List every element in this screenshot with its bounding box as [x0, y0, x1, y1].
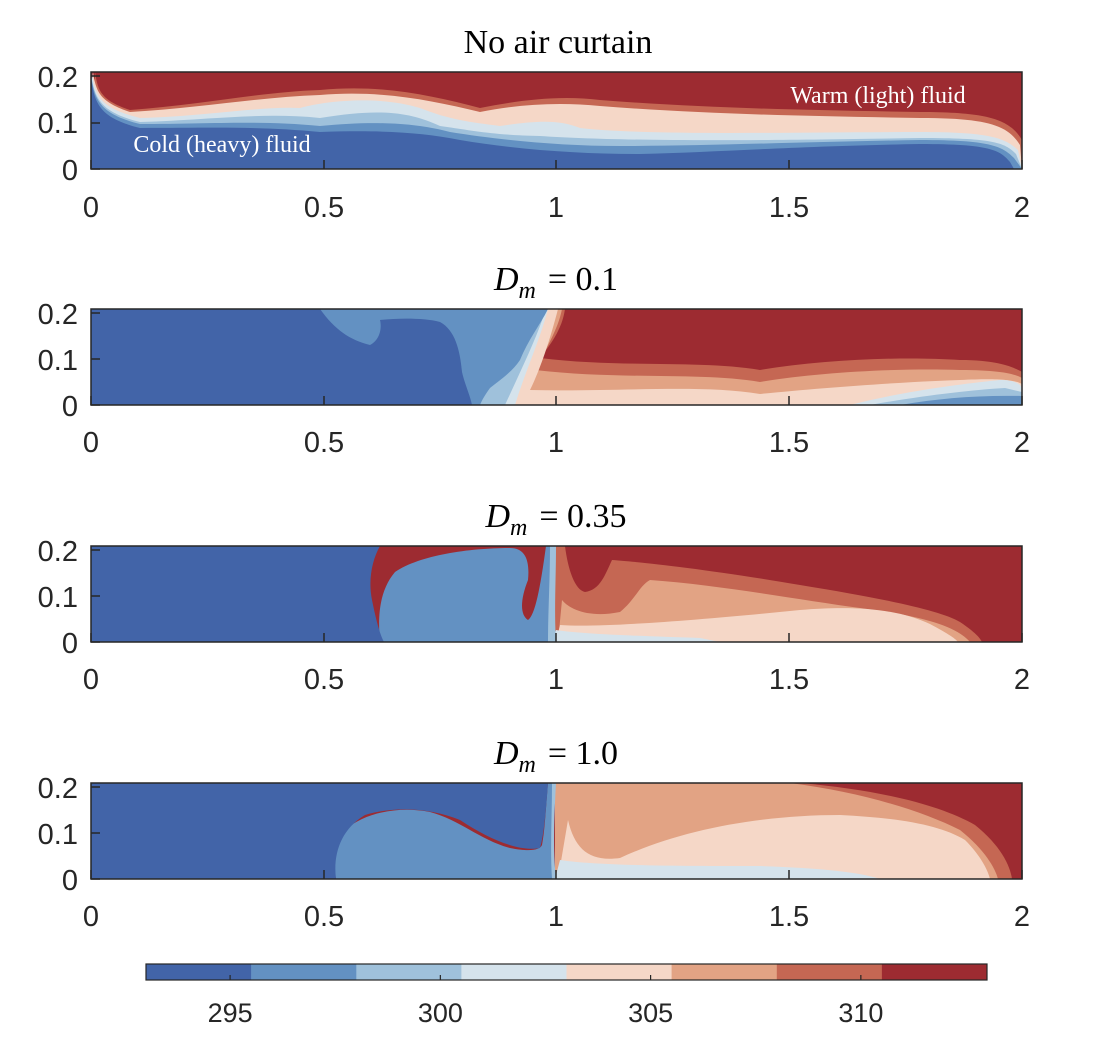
- contour-level-295: [91, 783, 548, 879]
- panel-dm-0-35: Dm = 0.35 0 0.5 1 1.5 2 0 0: [38, 498, 1030, 696]
- colorbar-tick-label: 305: [628, 998, 673, 1028]
- x-tick-label: 0.5: [304, 664, 344, 696]
- contour-level-295: [91, 76, 1014, 169]
- y-tick-label: 0.2: [38, 299, 78, 331]
- y-tick-label: 0: [62, 391, 78, 423]
- colorbar-segment: [356, 964, 462, 980]
- y-tick-label: 0.2: [38, 536, 78, 568]
- y-tick-label: 0.1: [38, 582, 78, 614]
- x-tick-marks: [90, 633, 1023, 642]
- x-tick-label: 1.5: [769, 427, 809, 459]
- contour-level-300: [555, 860, 880, 879]
- y-axis: 0 0.1 0.2: [38, 62, 100, 187]
- x-tick-marks: [90, 396, 1023, 405]
- x-tick-label: 1: [548, 192, 564, 224]
- x-tick-label: 0: [83, 427, 99, 459]
- y-axis: 0 0.1 0.2: [38, 773, 100, 897]
- x-tick-label: 0.5: [304, 192, 344, 224]
- colorbar-tick-label: 295: [208, 998, 253, 1028]
- y-tick-label: 0.2: [38, 773, 78, 805]
- colorbar-segment: [566, 964, 673, 980]
- y-tick-marks: [91, 549, 100, 643]
- x-tick-label: 1.5: [769, 664, 809, 696]
- y-tick-label: 0.2: [38, 62, 78, 94]
- x-tick-label: 1.5: [769, 192, 809, 224]
- colorbar-ticks: 295 300 305 310: [208, 975, 883, 1028]
- x-axis: 0 0.5 1 1.5 2: [83, 396, 1030, 459]
- x-tick-label: 2: [1014, 192, 1030, 224]
- colorbar-frame: [145, 963, 988, 981]
- x-tick-marks: [90, 160, 1023, 169]
- contour-field: [91, 546, 1022, 642]
- y-tick-label: 0.1: [38, 345, 78, 377]
- colorbar-segments: [146, 964, 988, 980]
- x-axis: 0 0.5 1 1.5 2: [83, 633, 1030, 696]
- x-tick-label: 1: [548, 427, 564, 459]
- contour-level-303: [558, 815, 990, 879]
- x-axis: 0 0.5 1 1.5 2: [83, 160, 1030, 224]
- x-tick-label: 0: [83, 901, 99, 933]
- x-tick-label: 1.5: [769, 901, 809, 933]
- x-tick-label: 0: [83, 664, 99, 696]
- colorbar-tick-label: 310: [838, 998, 883, 1028]
- contour-level-295: [91, 309, 472, 405]
- contour-level-303: [556, 608, 958, 642]
- x-tick-label: 1: [548, 664, 564, 696]
- y-tick-label: 0.1: [38, 108, 78, 140]
- y-axis: 0 0.1 0.2: [38, 536, 100, 660]
- panel-no-curtain: No air curtain Warm (light) fluid Cold (…: [38, 24, 1030, 224]
- colorbar-tick-label: 300: [418, 998, 463, 1028]
- y-axis: 0 0.1 0.2: [38, 299, 100, 423]
- x-tick-label: 2: [1014, 901, 1030, 933]
- x-tick-label: 0.5: [304, 901, 344, 933]
- y-tick-marks: [91, 75, 100, 170]
- panel-title-no-curtain: No air curtain: [464, 24, 653, 61]
- panel-dm-1-0: Dm = 1.0 0 0.5 1 1.5 2 0 0.: [38, 735, 1030, 933]
- x-tick-label: 1: [548, 901, 564, 933]
- colorbar-segment: [146, 964, 252, 980]
- x-tick-marks: [90, 870, 1023, 879]
- annotation-warm-fluid: Warm (light) fluid: [790, 83, 965, 109]
- x-tick-label: 0: [83, 192, 99, 224]
- y-tick-label: 0: [62, 155, 78, 187]
- annotation-cold-fluid: Cold (heavy) fluid: [133, 132, 310, 158]
- colorbar-segment: [251, 964, 357, 980]
- contour-level-295-b: [334, 783, 552, 879]
- panel-title-dm-0-1: Dm = 0.1: [493, 261, 618, 304]
- contour-field: [91, 783, 1022, 879]
- panel-title-dm-0-35: Dm = 0.35: [484, 498, 626, 541]
- colorbar-segment: [671, 964, 778, 980]
- y-tick-label: 0.1: [38, 819, 78, 851]
- colorbar-segment: [461, 964, 567, 980]
- panel-dm-0-1: Dm = 0.1 0 0.5 1 1.5 2 0 0.: [38, 261, 1030, 459]
- colorbar: 295 300 305 310: [145, 963, 988, 1028]
- x-axis: 0 0.5 1 1.5 2: [83, 870, 1030, 933]
- y-tick-marks: [91, 312, 100, 406]
- colorbar-segment: [881, 964, 988, 980]
- contour-field: [91, 72, 1022, 169]
- contour-level-300: [552, 630, 720, 642]
- contour-level-295: [91, 546, 384, 642]
- contour-field: [91, 309, 1022, 405]
- x-tick-label: 2: [1014, 664, 1030, 696]
- y-tick-label: 0: [62, 865, 78, 897]
- y-tick-label: 0: [62, 628, 78, 660]
- y-tick-marks: [91, 786, 100, 880]
- x-tick-label: 2: [1014, 427, 1030, 459]
- panel-title-dm-1-0: Dm = 1.0: [493, 735, 618, 778]
- x-tick-label: 0.5: [304, 427, 344, 459]
- colorbar-segment: [776, 964, 883, 980]
- contour-level-295-b: [379, 546, 550, 642]
